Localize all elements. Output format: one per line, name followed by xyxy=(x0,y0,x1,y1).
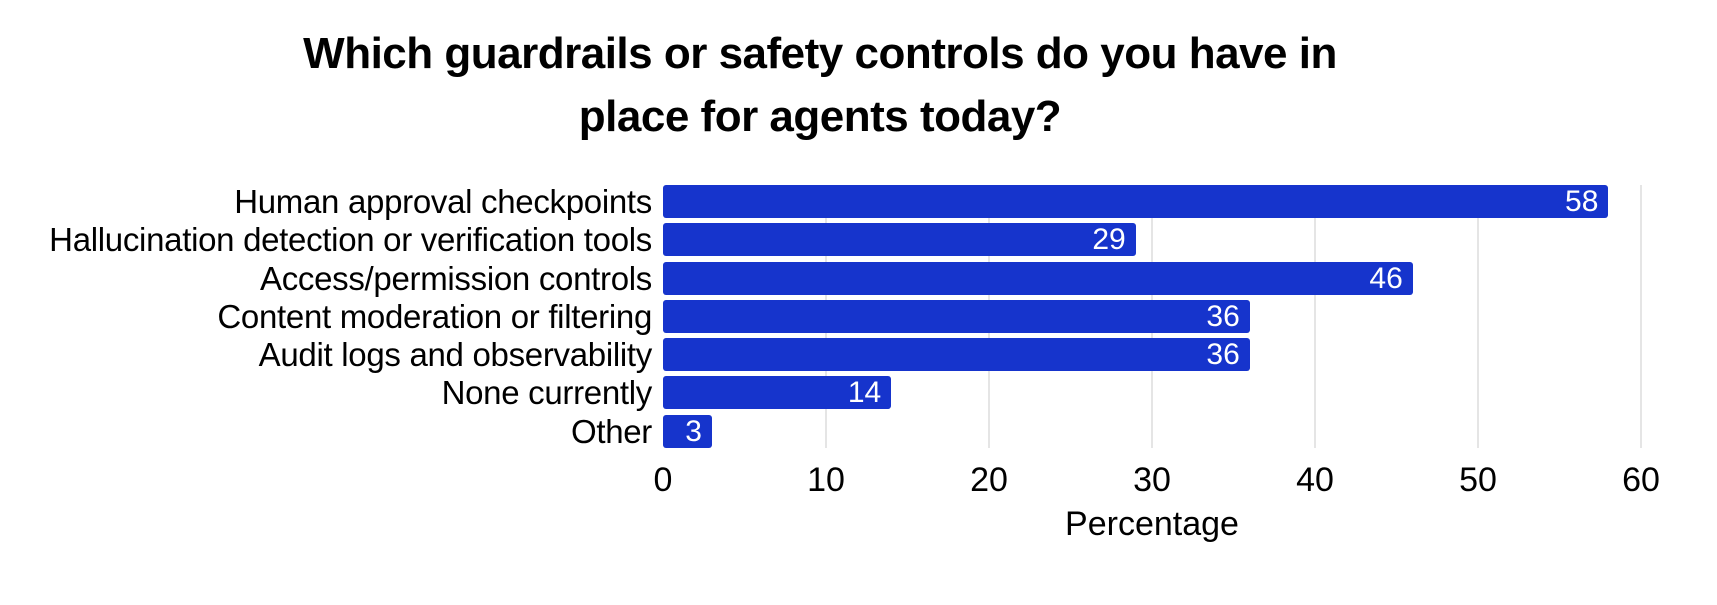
bar-row: Hallucination detection or verification … xyxy=(49,223,1641,257)
plot-area: Human approval checkpoints 58 Hallucinatio… xyxy=(49,185,1642,448)
x-tick-label-10: 10 xyxy=(807,461,845,499)
bar-row: Human approval checkpoints 58 xyxy=(234,185,1641,219)
x-tick-label-60: 60 xyxy=(1622,461,1660,499)
x-axis-label: Percentage xyxy=(1065,505,1239,543)
bar: 3 xyxy=(663,414,712,448)
bar: 58 xyxy=(663,185,1609,218)
bar: 36 xyxy=(663,338,1250,372)
bar-value-label: 29 xyxy=(1092,223,1126,257)
chart-title: Which guardrails or safety controls do y… xyxy=(0,22,1640,148)
x-tick-label-20: 20 xyxy=(970,461,1008,499)
bar-value-label: 58 xyxy=(1565,185,1599,218)
gridline-50 xyxy=(1477,185,1479,448)
bar-row: Audit logs and observability 36 xyxy=(259,338,1641,372)
x-tick-label-0: 0 xyxy=(653,461,673,499)
chart-title-line-1: Which guardrails or safety controls do y… xyxy=(303,29,1337,78)
bar-row: None currently 14 xyxy=(442,376,1641,410)
bar-row: Access/permission controls 46 xyxy=(260,261,1641,295)
bar-value-label: 46 xyxy=(1369,261,1403,295)
x-axis-ticks: 0 10 20 30 40 50 60 xyxy=(654,459,1660,501)
chart-title-line-2: place for agents today? xyxy=(578,92,1062,141)
category-label: Access/permission controls xyxy=(259,259,652,297)
category-label: Other xyxy=(570,412,652,450)
bar-rows: Human approval checkpoints 58 Hallucinatio… xyxy=(49,185,1641,448)
bar-chart-figure: Which guardrails or safety controls do y… xyxy=(0,22,1717,605)
category-label: Hallucination detection or verification … xyxy=(49,221,652,259)
bar-value-label: 36 xyxy=(1206,338,1240,372)
bar-value-label: 14 xyxy=(847,376,882,410)
bar: 46 xyxy=(663,261,1413,295)
category-label: Content moderation or filtering xyxy=(217,297,652,335)
category-label: None currently xyxy=(441,374,653,412)
bar-row: Content moderation or filtering 36 xyxy=(217,299,1641,333)
bar-value-label: 3 xyxy=(685,414,702,448)
x-tick-label-50: 50 xyxy=(1459,461,1497,499)
bar: 36 xyxy=(663,299,1250,333)
bar: 29 xyxy=(663,223,1136,257)
bar: 14 xyxy=(663,376,892,410)
category-label: Audit logs and observability xyxy=(258,336,653,374)
x-tick-label-40: 40 xyxy=(1296,461,1334,499)
gridline-40 xyxy=(1313,185,1316,448)
gridline-60 xyxy=(1640,185,1642,448)
x-tick-label-30: 30 xyxy=(1133,461,1171,499)
bar-row: Other 3 xyxy=(571,414,1641,448)
chart-area: Human approval checkpoints 58 Hallucinatio… xyxy=(0,185,1717,544)
category-label: Human approval checkpoints xyxy=(234,183,652,220)
bar-value-label: 36 xyxy=(1206,299,1240,333)
